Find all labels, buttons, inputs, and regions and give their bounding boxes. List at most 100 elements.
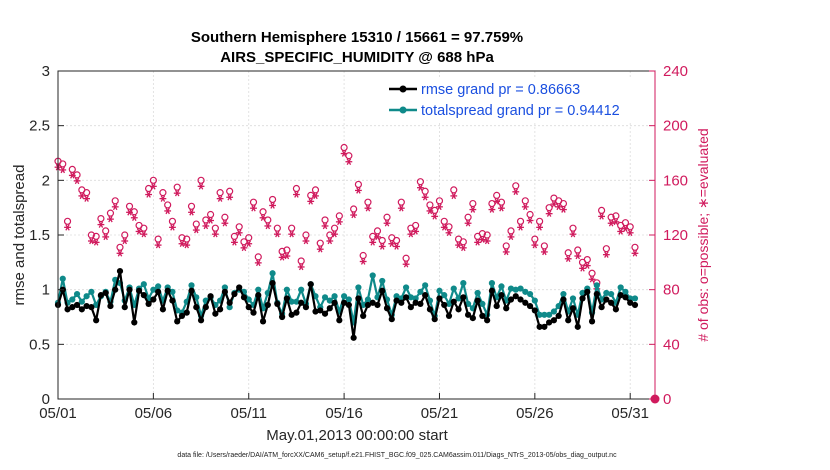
obs-possible-marker: [292, 184, 301, 193]
rmse-point: [550, 317, 558, 324]
obs-evaluated-marker: [498, 204, 505, 212]
rmse-point: [484, 317, 491, 324]
totalspread-point: [450, 285, 457, 292]
obs-possible-marker: [612, 212, 620, 220]
obs-evaluated-marker: [231, 239, 238, 246]
obs-evaluated-marker: [402, 260, 410, 268]
totalspread-point: [326, 297, 333, 304]
rmse-point: [250, 309, 257, 316]
rmse-point: [374, 301, 381, 309]
obs-evaluated-marker: [245, 240, 253, 248]
totalspread-point: [488, 280, 496, 287]
obs-star-stroke: [565, 255, 571, 263]
rmse-point: [307, 281, 314, 288]
obs-possible-marker: [83, 189, 91, 197]
obs-star-stroke: [279, 254, 285, 261]
totalspread-point: [522, 288, 529, 295]
obs-star-stroke: [213, 230, 218, 238]
obs-star-stroke: [165, 207, 170, 215]
obs-possible-marker: [59, 160, 67, 168]
obs-possible-marker: [68, 165, 76, 173]
rmse-point: [188, 287, 195, 294]
obs-evaluated-marker: [517, 224, 524, 231]
obs-possible-marker: [559, 199, 568, 208]
rmse-point: [522, 299, 529, 306]
obs-possible-marker: [478, 230, 486, 238]
obs-evaluated-marker: [436, 203, 443, 211]
obs-evaluated-marker: [469, 206, 477, 213]
obs-evaluated-marker: [555, 203, 563, 211]
obs-star-stroke: [284, 252, 290, 260]
obs-evaluated-marker: [250, 204, 257, 212]
rmse-point: [298, 299, 305, 306]
obs-star-stroke: [155, 241, 161, 249]
rmse-point: [236, 284, 243, 291]
totalspread-point: [593, 282, 600, 289]
totalspread-point: [546, 311, 553, 318]
totalspread-point: [445, 300, 453, 307]
obs-evaluated-marker: [617, 228, 625, 235]
obs-star-stroke: [446, 229, 452, 237]
obs-star-stroke: [437, 203, 442, 211]
rmse-point: [617, 292, 624, 299]
obs-evaluated-marker: [273, 230, 281, 238]
totalspread-point: [69, 296, 76, 303]
rmse-point: [402, 294, 410, 301]
obs-star-stroke: [441, 224, 447, 231]
rmse-point: [107, 302, 114, 310]
rmse-point: [93, 317, 100, 324]
obs-possible-marker: [278, 247, 286, 255]
obs-star-stroke: [580, 265, 585, 272]
obs-star-stroke: [618, 228, 623, 235]
obs-star-stroke: [179, 240, 185, 248]
rmse-point: [69, 304, 76, 311]
rmse-point: [207, 293, 214, 300]
totalspread-point: [622, 288, 629, 295]
obs-evaluated-marker: [383, 219, 391, 227]
rmse-point: [164, 287, 171, 294]
obs-evaluated-marker: [321, 222, 329, 230]
obs-possible-marker: [621, 219, 630, 227]
obs-star-stroke: [256, 259, 261, 267]
rmse-point: [312, 308, 319, 315]
rmse-point: [493, 302, 500, 310]
obs-possible-marker: [321, 216, 329, 224]
obs-possible-marker: [469, 199, 477, 208]
obs-evaluated-marker: [607, 219, 615, 227]
obs-possible-marker: [226, 187, 234, 195]
rmse-point: [155, 288, 162, 295]
rmse-point: [588, 318, 596, 325]
totalspread-point: [155, 283, 162, 290]
obs-star-stroke: [465, 219, 471, 227]
rmse-point: [531, 307, 538, 314]
obs-evaluated-marker: [135, 228, 143, 235]
rmse-point: [145, 300, 152, 307]
obs-star-stroke: [270, 202, 275, 209]
obs-star-stroke: [203, 222, 209, 230]
y2-tick-label: 160: [663, 172, 688, 189]
rmse-point: [460, 294, 467, 301]
rmse-point: [259, 318, 267, 325]
obs-possible-marker: [507, 227, 515, 235]
obs-possible-marker: [421, 187, 429, 195]
obs-evaluated-marker: [159, 195, 167, 202]
totalspread-point: [298, 286, 305, 293]
totalspread-point: [355, 284, 362, 291]
totalspread-point: [617, 284, 624, 291]
rmse-point: [603, 296, 610, 303]
obs-evaluated-marker: [293, 191, 300, 198]
obs-star-stroke: [422, 193, 428, 201]
obs-star-stroke: [251, 204, 256, 212]
y2-tick-label: 240: [663, 63, 688, 80]
y-tick-label: 1.5: [29, 227, 50, 244]
obs-star-stroke: [370, 239, 375, 246]
x-tick-label: 05/16: [325, 405, 363, 422]
obs-possible-marker: [531, 235, 539, 243]
obs-evaluated-marker: [369, 239, 377, 246]
obs-star-stroke: [93, 239, 99, 246]
obs-star-stroke: [294, 191, 299, 198]
obs-evaluated-marker: [531, 241, 539, 249]
rmse-point: [541, 323, 548, 330]
rmse-point: [574, 323, 581, 330]
obs-possible-marker: [102, 227, 110, 235]
